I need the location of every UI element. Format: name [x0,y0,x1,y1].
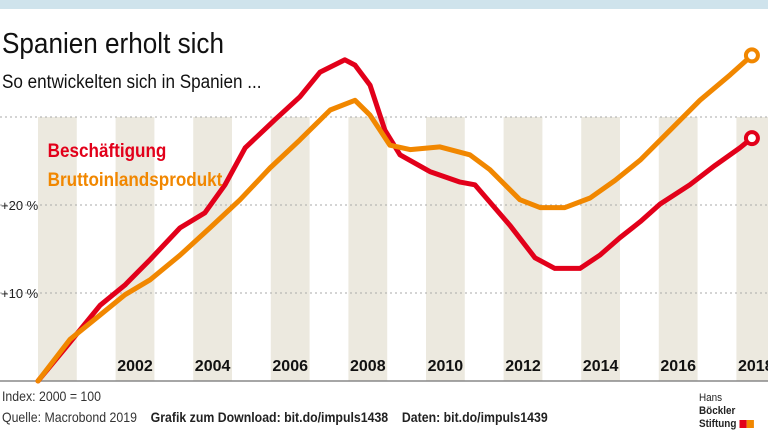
year-band [193,117,232,381]
year-band [736,117,768,381]
x-tick-label: 2002 [117,358,153,375]
index-note: Index: 2000 = 100 [2,388,101,404]
data-link[interactable]: Daten: bit.do/impuls1439 [401,409,548,425]
logo: Hans Böckler Stiftung [699,392,761,431]
year-band [658,117,698,381]
x-tick-label: 2008 [350,358,386,375]
x-tick-label: 2014 [583,358,619,375]
year-band [503,117,543,381]
series-line-gdp [35,52,755,384]
y-tick-label: +20 % [1,198,39,213]
x-tick-label: 2016 [660,358,696,375]
x-tick-label: 2012 [505,358,541,375]
legend-label: Beschäftigung [48,140,167,161]
end-marker [743,47,760,64]
end-marker [743,130,760,147]
logo-orange-square [746,420,754,429]
x-tick-label: 2018 [738,358,768,375]
series-line-employment [35,57,755,384]
chart-subtitle: So entwickelten sich in Spanien ... [2,72,262,93]
y-tick-label: +10 % [1,286,39,301]
source-note: Quelle: Macrobond 2019 [2,409,137,425]
year-band [115,117,155,381]
chart-title: Spanien erholt sich [2,28,224,60]
year-band [270,117,310,381]
year-band [426,117,465,381]
year-band [348,117,388,381]
legend-label: Bruttoinlandsprodukt [48,169,223,190]
x-tick-label: 2004 [195,358,231,375]
year-band [581,117,620,381]
top-bar [0,0,768,9]
x-tick-label: 2010 [428,358,464,375]
download-link[interactable]: Grafik zum Download: bit.do/impuls1438 [150,409,389,425]
x-tick-label: 2006 [272,358,308,375]
logo-red-square [739,420,747,429]
